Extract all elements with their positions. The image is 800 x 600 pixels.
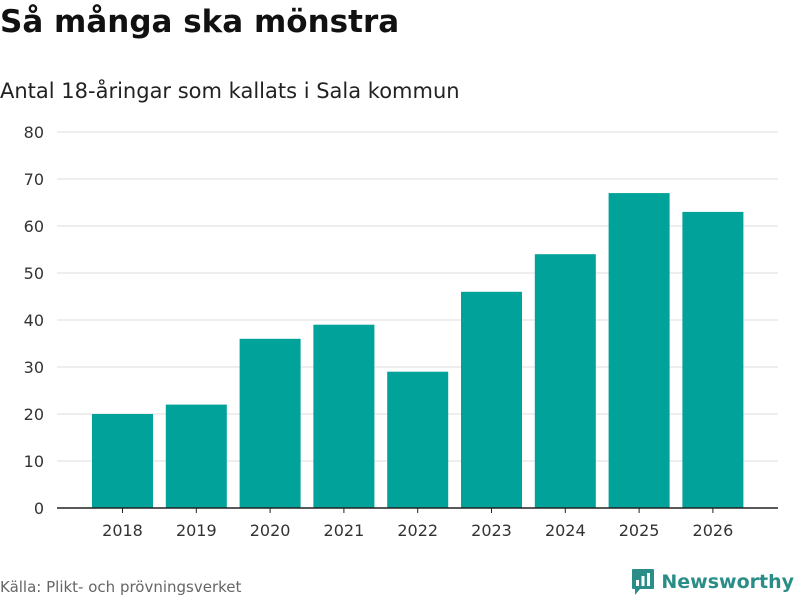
y-tick-label: 30 [24, 358, 44, 377]
chart-subtitle: Antal 18-åringar som kallats i Sala komm… [0, 79, 460, 103]
brand-name: Newsworthy [661, 571, 794, 593]
y-tick-label: 50 [24, 264, 44, 283]
bar-2023 [461, 291, 522, 508]
source-note: Källa: Plikt- och prövningsverket [0, 578, 242, 596]
x-tick-label: 2022 [397, 521, 438, 540]
bar-2020 [239, 338, 301, 508]
y-tick-label: 70 [24, 170, 44, 189]
x-tick-label: 2019 [176, 521, 217, 540]
bar-2019 [165, 404, 227, 508]
x-tick-label: 2024 [545, 521, 586, 540]
bar-2022 [387, 371, 449, 508]
bar-2018 [92, 414, 153, 508]
x-tick-label: 2025 [619, 521, 660, 540]
brand: Newsworthy [631, 568, 794, 596]
y-tick-label: 0 [34, 499, 44, 518]
x-tick-label: 2018 [102, 521, 143, 540]
bars [92, 193, 744, 508]
bar-2024 [534, 254, 596, 508]
bar-2021 [313, 324, 375, 508]
bar-2025 [608, 193, 670, 508]
y-axis-ticks: 0 10 20 30 40 50 60 70 80 [24, 123, 44, 518]
y-tick-label: 60 [24, 217, 44, 236]
x-axis-ticks: 2018 2019 2020 2021 2022 2023 2024 2025 2026 [102, 508, 733, 540]
chart-title: Så många ska mönstra [0, 4, 400, 40]
x-tick-label: 2021 [324, 521, 365, 540]
y-tick-label: 80 [24, 123, 44, 142]
x-tick-label: 2020 [250, 521, 291, 540]
bar-chart-speech-bubble-icon [632, 569, 655, 595]
x-tick-label: 2023 [471, 521, 512, 540]
y-tick-label: 10 [24, 452, 44, 471]
x-tick-label: 2026 [693, 521, 734, 540]
y-tick-label: 40 [24, 311, 44, 330]
bar-2026 [682, 211, 744, 508]
y-tick-label: 20 [24, 405, 44, 424]
